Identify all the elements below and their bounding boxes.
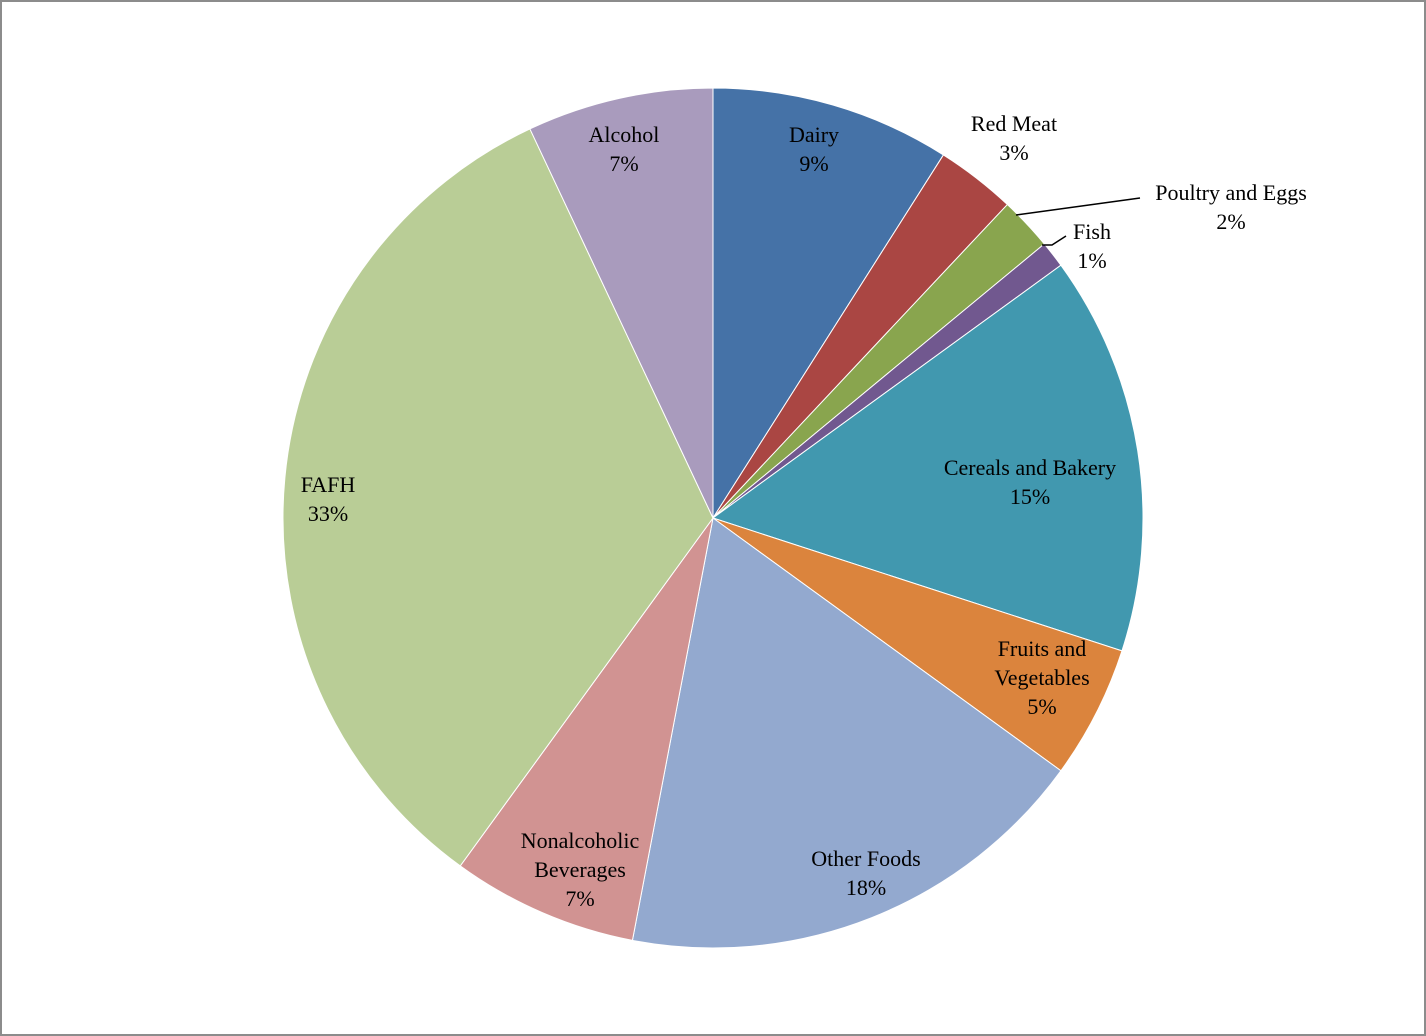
data-label-value: 15% [1010,484,1050,509]
data-label-other-foods: Other Foods 18% [811,846,920,900]
data-label-category: Fruits and [998,636,1087,661]
leader-lines [1015,197,1141,246]
data-label-category: Vegetables [994,665,1089,690]
data-label-value: 7% [609,151,638,176]
data-label-value: 7% [565,886,594,911]
data-label-poultry-and-eggs: Poultry and Eggs 2% [1155,180,1307,234]
data-label-category: Poultry and Eggs [1155,180,1307,205]
data-label-alcohol: Alcohol 7% [589,122,660,176]
data-label-value: 9% [799,151,828,176]
data-label-category: FAFH [301,472,356,497]
data-label-red-meat: Red Meat 3% [971,111,1057,165]
pie-slice-cereals-and-bakery [711,264,1144,652]
pie-slices [282,87,1144,949]
leader-line-fish [1042,235,1067,246]
data-label-value: 33% [308,501,348,526]
pie-slice-dairy [712,87,945,520]
data-label-category: Cereals and Bakery [944,455,1116,480]
data-label-dairy: Dairy 9% [789,122,839,176]
data-label-category: Nonalcoholic [521,828,640,853]
data-label-category: Beverages [534,857,626,882]
data-label-category: Fish [1073,219,1111,244]
pie-slice-other-foods [631,517,1062,949]
pie-slice-fafh [282,128,714,867]
data-label-value: 1% [1077,248,1106,273]
data-label-category: Alcohol [589,122,660,147]
data-label-fafh: FAFH 33% [301,472,356,526]
data-label-value: 18% [846,875,886,900]
data-label-category: Dairy [789,122,839,147]
data-label-value: 2% [1216,209,1245,234]
data-label-fruits-and-vegetables: Fruits and Vegetables 5% [994,636,1089,719]
pie-slice-nonalcoholic-beverages [459,517,714,941]
data-label-value: 5% [1027,694,1056,719]
leader-line-poultry-and-eggs [1015,197,1141,216]
pie-slice-alcohol [529,87,714,519]
data-label-fish: Fish 1% [1073,219,1111,273]
slice-labels: Dairy 9% Red Meat 3% Poultry and Eggs 2% Fish 1… [301,111,1307,911]
data-label-cereals-and-bakery: Cereals and Bakery 15% [944,455,1116,509]
data-label-category: Other Foods [811,846,920,871]
data-label-nonalcoholic-beverages: Nonalcoholic Beverages 7% [521,828,640,911]
data-label-value: 3% [999,140,1028,165]
data-label-category: Red Meat [971,111,1057,136]
